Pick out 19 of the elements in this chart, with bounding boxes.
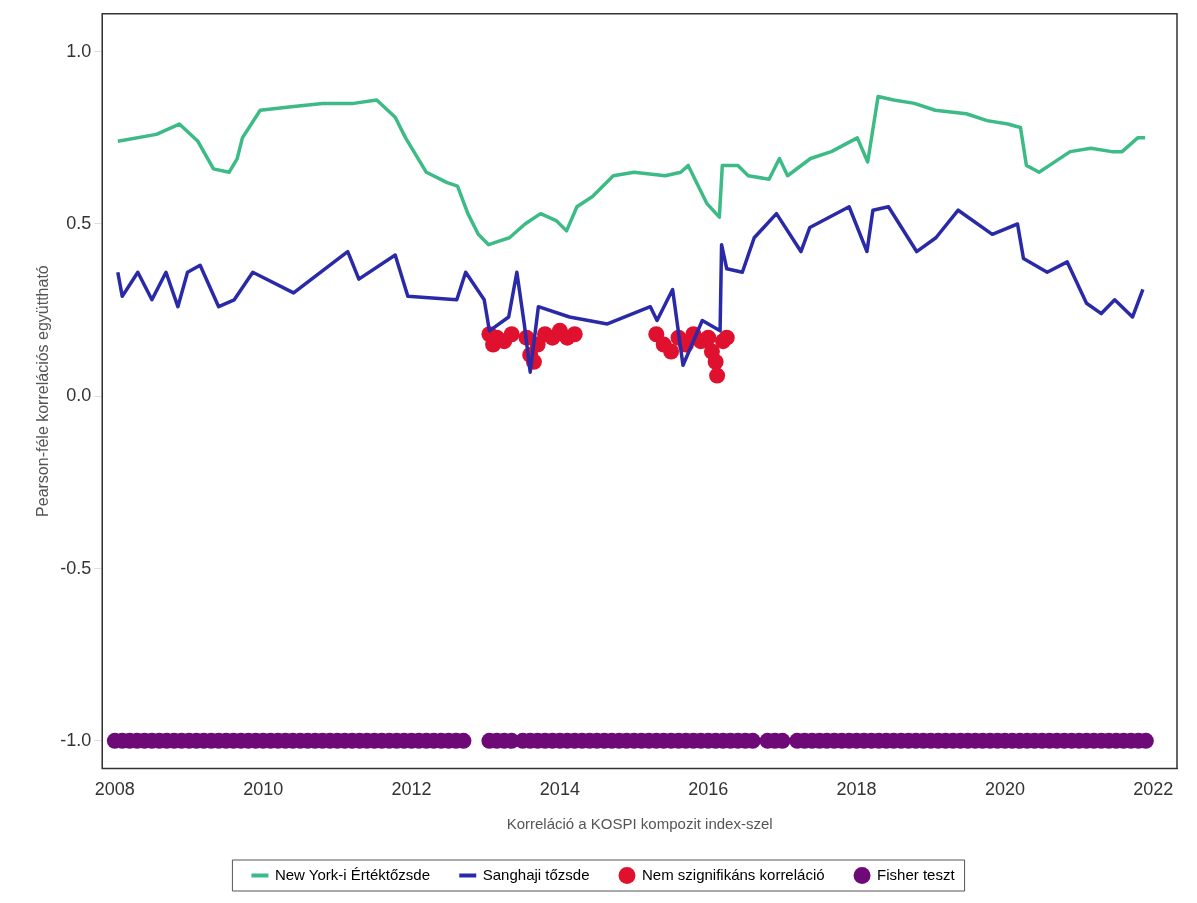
- x-tick-label: 2012: [391, 779, 432, 800]
- x-tick-label: 2008: [94, 779, 135, 800]
- legend-label: New York-i Értéktőzsde: [274, 865, 430, 883]
- y-tick-label: 0.5: [66, 212, 92, 233]
- y-tick-label: -1.0: [60, 729, 92, 750]
- x-tick-label: 2014: [539, 779, 580, 800]
- legend-label: Nem szignifikáns korreláció: [642, 865, 825, 883]
- x-tick-label: 2020: [984, 779, 1025, 800]
- y-tick-label: 1.0: [66, 40, 92, 61]
- legend-label: Sanghaji tőzsde: [482, 865, 590, 883]
- x-tick-label: 2010: [243, 779, 284, 800]
- y-tick-label: -0.5: [60, 557, 92, 578]
- y-axis-title: Pearson-féle korrelációs együttható: [34, 265, 52, 517]
- y-tick-label: 0.0: [66, 385, 92, 406]
- legend-label: Fisher teszt: [877, 865, 956, 883]
- x-tick-label: 2018: [836, 779, 877, 800]
- x-axis-title: Korreláció a KOSPI kompozit index-szel: [506, 815, 773, 833]
- x-tick-label: 2022: [1133, 779, 1174, 800]
- x-tick-label: 2016: [688, 779, 729, 800]
